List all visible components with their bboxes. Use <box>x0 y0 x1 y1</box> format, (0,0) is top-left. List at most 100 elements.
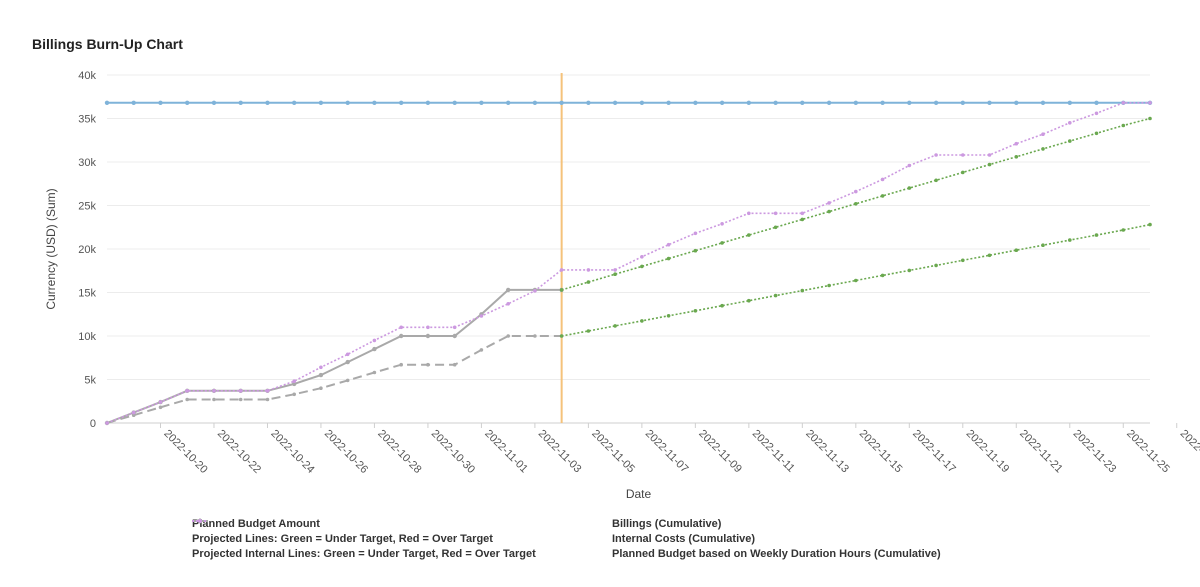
x-tick-label: 2022-11-21 <box>1017 428 1065 476</box>
y-axis-ticks: 0 5k 10k 15k 20k 25k 30k 35k 40k <box>78 70 96 430</box>
data-point <box>826 100 832 106</box>
data-point <box>1041 243 1045 247</box>
data-point <box>318 100 324 106</box>
series-line <box>106 335 562 424</box>
data-point <box>666 314 671 318</box>
data-point <box>1094 233 1099 237</box>
data-point <box>426 325 430 330</box>
data-point <box>1068 139 1072 143</box>
data-point <box>1041 147 1045 151</box>
y-tick-label: 30k <box>78 157 96 169</box>
data-point <box>880 177 885 182</box>
legend-item[interactable]: Planned Budget based on Weekly Duration … <box>192 518 1032 561</box>
chart-title: Billings Burn-Up Chart <box>32 36 183 52</box>
legend-swatch <box>192 518 208 524</box>
data-point <box>506 334 511 338</box>
data-point <box>319 386 323 391</box>
data-point <box>800 288 805 293</box>
data-point <box>185 389 189 393</box>
series-planned-budget-amount <box>104 100 1153 106</box>
data-point <box>934 178 938 183</box>
data-point <box>425 333 431 339</box>
data-point <box>1014 155 1019 159</box>
y-tick-label: 40k <box>78 70 96 82</box>
data-point <box>666 242 671 247</box>
data-point <box>640 264 644 269</box>
data-point <box>211 100 217 106</box>
data-point <box>212 397 216 402</box>
data-point <box>426 362 430 367</box>
data-point <box>318 372 324 378</box>
data-point <box>559 334 564 338</box>
data-point <box>961 258 965 263</box>
data-point <box>907 268 912 273</box>
data-point <box>452 333 457 339</box>
x-axis-title: Date <box>626 487 652 501</box>
x-tick-label: 2022-10-24 <box>268 428 316 476</box>
legend-item[interactable]: Planned Budget Amount <box>192 517 612 531</box>
x-tick-label: 2022-11-07 <box>643 428 691 476</box>
data-point <box>586 100 591 106</box>
data-point <box>131 413 136 418</box>
data-point <box>907 186 912 190</box>
data-point <box>265 100 270 106</box>
data-point <box>158 400 163 404</box>
data-point <box>1094 111 1099 116</box>
data-point <box>1014 100 1019 106</box>
data-point <box>907 100 912 106</box>
x-axis-ticks: 2022-10-20 2022-10-22 2022-10-24 2022-10-26… <box>159 423 1200 476</box>
data-point <box>372 346 377 352</box>
data-point <box>613 324 617 328</box>
data-point <box>506 287 511 293</box>
data-point <box>853 100 858 106</box>
series-lines <box>104 100 1153 426</box>
data-point <box>345 100 350 106</box>
data-point <box>1068 238 1072 242</box>
data-point <box>105 421 109 425</box>
series-planned-budget-based-on-weekly-duration-hours-cumulative <box>105 101 1152 425</box>
data-point <box>773 211 778 216</box>
data-point <box>345 359 350 365</box>
data-point <box>1094 100 1099 106</box>
data-point <box>1121 228 1126 232</box>
data-point <box>747 233 751 237</box>
data-point <box>880 273 885 278</box>
data-point <box>104 100 110 106</box>
data-point <box>586 329 591 333</box>
data-point <box>933 100 939 106</box>
x-tick-label: 2022-11-25 <box>1124 428 1172 476</box>
data-point <box>479 314 484 318</box>
legend-label: Projected Lines: Green = Under Target, R… <box>192 533 493 545</box>
data-point <box>399 100 404 106</box>
data-point <box>345 378 350 383</box>
data-point <box>773 293 778 298</box>
y-tick-label: 25k <box>78 201 96 213</box>
data-point <box>399 333 404 339</box>
data-point <box>399 362 404 367</box>
legend-item[interactable]: Projected Internal Lines: Green = Under … <box>192 518 612 561</box>
data-point <box>559 268 564 272</box>
data-point <box>800 100 805 106</box>
data-point <box>158 405 163 410</box>
data-point <box>987 153 992 157</box>
legend-item[interactable]: Internal Costs (Cumulative) <box>192 518 1032 546</box>
data-point <box>1041 132 1045 136</box>
data-point <box>746 100 751 106</box>
x-tick-label: 2022-11-05 <box>589 428 637 476</box>
x-tick-label: 2022-11-13 <box>803 428 851 476</box>
data-point <box>1148 101 1152 105</box>
data-point <box>880 194 885 198</box>
data-point <box>987 253 992 258</box>
data-point <box>1094 131 1099 136</box>
data-point <box>1121 101 1126 105</box>
x-tick-label: 2022-11-09 <box>696 428 744 476</box>
x-tick-label: 2022-11-01 <box>482 428 530 476</box>
legend-item[interactable]: Projected Lines: Green = Under Target, R… <box>192 518 612 546</box>
data-point <box>1067 100 1073 106</box>
data-point <box>987 100 992 106</box>
data-point <box>800 217 805 222</box>
y-tick-label: 0 <box>90 418 96 430</box>
legend-item[interactable]: Billings (Cumulative) <box>192 517 1032 531</box>
y-tick-label: 5k <box>84 375 96 387</box>
